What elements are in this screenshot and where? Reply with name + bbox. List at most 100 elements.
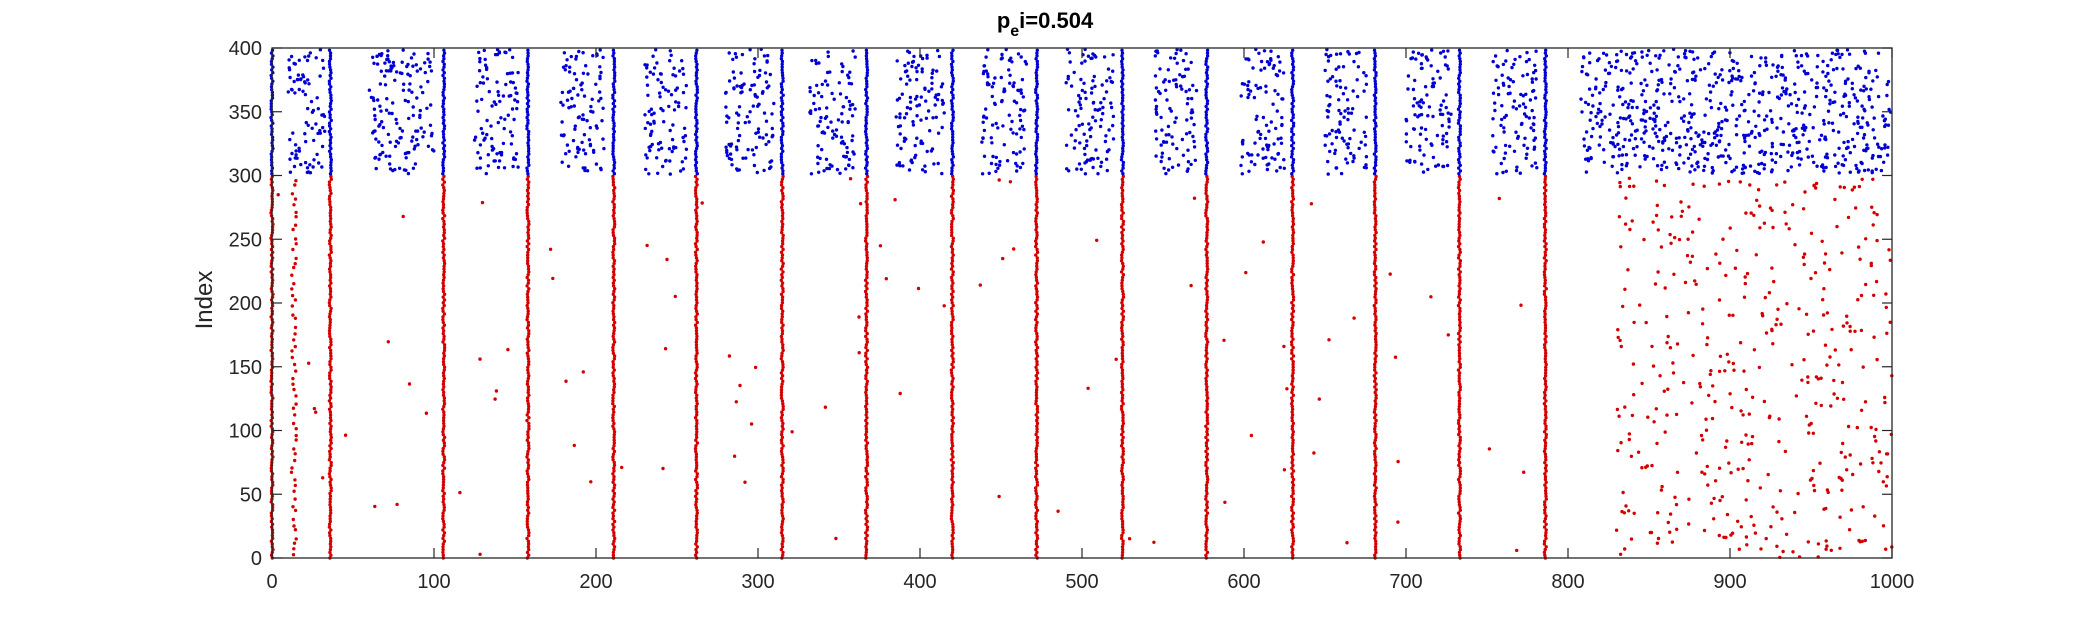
spike-point [1519, 92, 1523, 97]
spike-point [1711, 169, 1715, 173]
spike-point [781, 458, 785, 462]
spike-point [1034, 228, 1038, 232]
spike-point [780, 208, 784, 212]
spike-point [1628, 71, 1632, 75]
spike-point [1163, 78, 1167, 82]
spike-point [1018, 118, 1023, 123]
spike-point [950, 228, 954, 232]
spike-point [562, 51, 567, 55]
spike-point [312, 138, 316, 143]
spike-point [526, 402, 530, 406]
spike-point [407, 150, 411, 155]
spike-point [695, 284, 699, 288]
spike-point [612, 191, 616, 196]
spike-point [781, 270, 785, 274]
spike-point [415, 129, 420, 133]
spike-point [1621, 102, 1625, 107]
spike-point [442, 402, 447, 406]
spike-point [328, 87, 332, 92]
spike-point [1102, 55, 1107, 59]
spike-point [1164, 171, 1168, 176]
spike-point [1589, 134, 1594, 139]
spike-point [745, 115, 749, 119]
spike-point [1121, 68, 1125, 72]
spike-point [1035, 107, 1040, 111]
spike-point [1443, 55, 1447, 59]
spike-point [950, 166, 954, 170]
spike-point [1120, 441, 1125, 445]
spike-point [612, 525, 616, 529]
spike-point [1204, 545, 1208, 549]
spike-point [1458, 326, 1463, 330]
spike-point [612, 211, 616, 215]
spike-point [949, 275, 954, 280]
spike-point [735, 168, 740, 172]
spike-point [949, 396, 954, 400]
spike-point [1524, 156, 1528, 160]
spike-point [525, 208, 529, 212]
spike-point [1184, 67, 1188, 72]
spike-point [816, 91, 821, 95]
spike-point [1035, 85, 1039, 89]
spike-point [611, 413, 615, 417]
spike-point [1530, 164, 1534, 168]
spike-point [1035, 177, 1039, 181]
spike-point [780, 410, 784, 414]
spike-point [1035, 351, 1039, 355]
spike-point [902, 139, 906, 143]
spike-point [695, 121, 699, 125]
spike-point [1584, 130, 1589, 134]
spike-point [611, 550, 616, 555]
spike-point [1374, 531, 1378, 535]
spike-point [1066, 108, 1071, 112]
spike-point [481, 131, 485, 135]
spike-point [1120, 410, 1125, 414]
spike-point [864, 295, 868, 299]
spike-point [1591, 104, 1595, 108]
spike-point [1034, 500, 1038, 504]
spike-point [526, 85, 530, 89]
spike-point [441, 183, 445, 187]
spike-point [296, 73, 301, 77]
spike-point [1593, 87, 1598, 91]
spike-point [1590, 93, 1595, 98]
spike-point [394, 70, 399, 74]
spike-point [1770, 141, 1775, 146]
spike-point [830, 91, 834, 96]
spike-point [611, 418, 615, 423]
spike-point [612, 59, 617, 64]
spike-point [1419, 62, 1424, 66]
spike-point [329, 489, 333, 493]
spike-point [515, 91, 519, 96]
spike-point [949, 90, 954, 95]
spike-point [611, 284, 616, 288]
spike-point [442, 334, 446, 339]
spike-point [1339, 171, 1344, 176]
spike-point [1615, 171, 1620, 175]
spike-point [951, 214, 955, 218]
spike-point [1205, 466, 1209, 470]
spike-point [659, 72, 663, 76]
spike-point [1205, 82, 1210, 86]
spike-point [993, 102, 997, 107]
spike-point [1267, 143, 1271, 148]
spike-point [1205, 180, 1209, 184]
spike-point [1457, 360, 1461, 364]
spike-point [1169, 109, 1174, 113]
spike-point [950, 399, 954, 403]
spike-point [1204, 163, 1209, 167]
spike-point [1121, 505, 1125, 510]
spike-point [1374, 539, 1378, 543]
spike-point [864, 354, 868, 358]
spike-point [1875, 142, 1880, 146]
spike-point [526, 186, 531, 190]
spike-point [1120, 90, 1124, 95]
spike-point [1290, 149, 1294, 153]
spike-point [476, 109, 480, 113]
spike-point [442, 413, 446, 417]
spike-point [411, 105, 415, 109]
spike-point [949, 323, 954, 327]
spike-point [950, 85, 954, 89]
spike-point [328, 273, 333, 277]
